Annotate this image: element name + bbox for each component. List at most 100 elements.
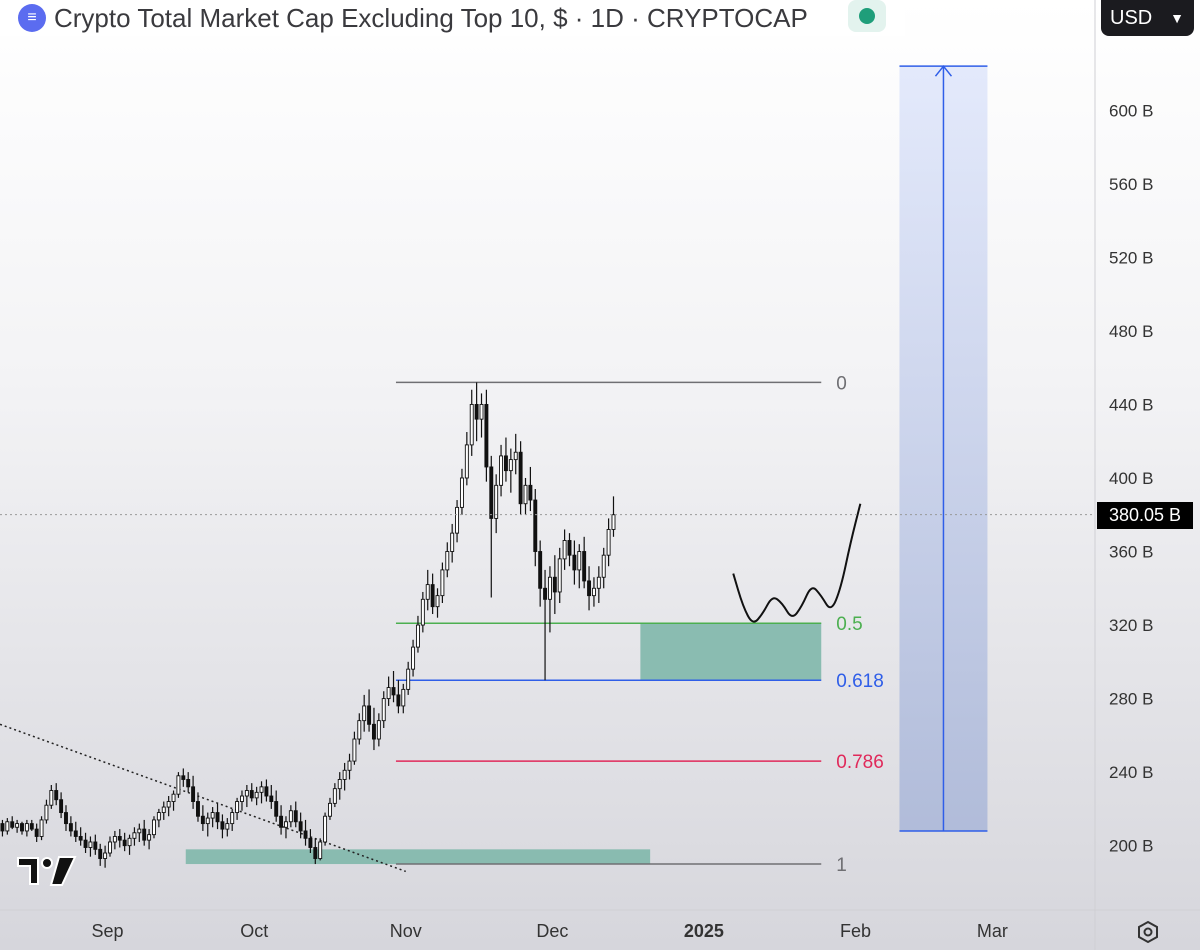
candle [235, 797, 240, 820]
candle [142, 819, 147, 846]
candle-body [264, 786, 269, 797]
candle [406, 661, 411, 695]
candle-body [34, 828, 39, 837]
candle [396, 680, 401, 714]
candle [205, 812, 210, 837]
demand-zone[interactable] [185, 849, 651, 865]
candle [259, 781, 264, 804]
candle-body [513, 451, 518, 461]
candle [381, 691, 386, 728]
candle-body [186, 779, 191, 788]
fibonacci-retracement[interactable]: 0 0.5 0.618 0.786 1 [395, 373, 884, 876]
candle [391, 671, 396, 703]
fib-level-label: 0.618 [836, 671, 884, 692]
candle-body [450, 532, 455, 552]
candle [528, 466, 533, 512]
candle [68, 816, 73, 837]
candle-body [533, 499, 538, 552]
market-status-icon[interactable] [848, 0, 886, 32]
demand-zones[interactable] [185, 623, 822, 865]
candle-body [435, 595, 440, 608]
y-tick-label[interactable]: 240 B [1109, 763, 1153, 782]
y-tick-label[interactable]: 360 B [1109, 543, 1153, 562]
candle-body [64, 812, 68, 825]
trendline[interactable] [0, 723, 406, 873]
candle-body [547, 576, 552, 600]
measure-box[interactable] [899, 64, 988, 832]
candle-body [357, 720, 362, 740]
x-tick-label[interactable]: Sep [92, 921, 124, 941]
candle [401, 683, 406, 714]
currency-selector[interactable]: USD ▼ [1101, 0, 1194, 36]
y-tick-label[interactable]: 200 B [1109, 837, 1153, 856]
candle [220, 814, 225, 839]
candle [264, 779, 269, 802]
candle [64, 805, 68, 831]
y-tick-label[interactable]: 400 B [1109, 469, 1153, 488]
candle [494, 474, 499, 534]
chart-settings-button[interactable] [1130, 915, 1166, 949]
time-axis[interactable]: Sep Oct Nov Dec 2025 Feb Mar [92, 921, 1008, 941]
page-title: Crypto Total Market Cap Excluding Top 10… [54, 2, 808, 33]
candle [39, 816, 44, 841]
candle-body [93, 841, 98, 850]
candle [518, 441, 523, 515]
y-tick-label[interactable]: 520 B [1109, 248, 1153, 267]
y-tick-label[interactable]: 320 B [1109, 616, 1153, 635]
projected-price-path[interactable] [732, 503, 862, 623]
y-tick-label[interactable]: 600 B [1109, 101, 1153, 120]
candle [484, 389, 489, 482]
candle [587, 566, 592, 611]
candle [425, 569, 430, 611]
candle [20, 821, 24, 835]
candle [543, 569, 548, 681]
y-tick-label[interactable]: 480 B [1109, 322, 1153, 341]
x-tick-label[interactable]: Dec [536, 921, 568, 941]
candle [240, 790, 244, 811]
price-axis[interactable]: 600 B 560 B 520 B 480 B 440 B 400 B 360 B 320 B… [1109, 101, 1153, 855]
y-tick-label[interactable]: 280 B [1109, 690, 1153, 709]
candle-body [244, 790, 249, 797]
candle-body [582, 551, 587, 582]
x-tick-label[interactable]: Oct [240, 921, 268, 941]
candle [112, 830, 117, 850]
candle [352, 731, 357, 765]
candle-body [499, 455, 504, 486]
candle-body [98, 848, 103, 859]
candle [230, 808, 235, 831]
candle [215, 803, 220, 830]
candle [137, 823, 142, 842]
candle [455, 500, 460, 543]
candle [284, 816, 288, 839]
y-tick-label[interactable]: 560 B [1109, 175, 1153, 194]
candle [166, 796, 171, 817]
candle-body [156, 812, 161, 821]
candle [435, 588, 440, 618]
candle [430, 573, 435, 615]
tradingview-logo-icon [17, 856, 77, 886]
candles [0, 382, 616, 868]
candle-body [313, 847, 318, 859]
x-tick-label[interactable]: Nov [390, 921, 422, 941]
x-tick-label[interactable]: Feb [840, 921, 871, 941]
candle-body [523, 484, 528, 505]
candle-body [543, 587, 548, 600]
candle [323, 812, 328, 846]
x-tick-label[interactable]: 2025 [684, 921, 724, 941]
x-tick-label[interactable]: Mar [977, 921, 1008, 941]
demand-zone[interactable] [640, 623, 822, 681]
y-tick-label[interactable]: 440 B [1109, 395, 1153, 414]
candle-body [254, 791, 259, 799]
candle [254, 786, 259, 806]
candle-body [562, 540, 567, 560]
dotted-trendline[interactable] [0, 723, 406, 873]
projection-path[interactable] [732, 503, 862, 623]
candle-body [112, 836, 117, 843]
candle [191, 775, 196, 809]
candle-body [577, 551, 582, 571]
candle-body [332, 788, 337, 804]
candle [176, 772, 181, 798]
candle-body [176, 775, 181, 795]
candle-body [191, 786, 196, 802]
